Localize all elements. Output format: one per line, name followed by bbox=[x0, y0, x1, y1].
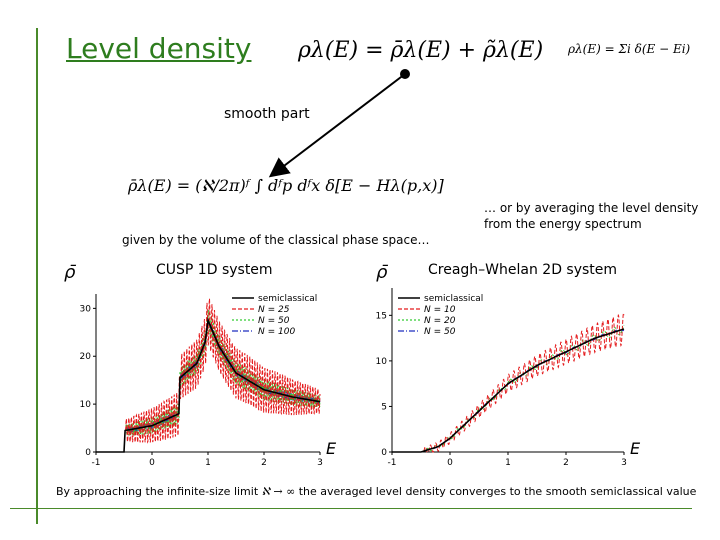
y-tick-label: 20 bbox=[80, 352, 92, 362]
series-line-2 bbox=[423, 324, 625, 452]
x-tick-label: -1 bbox=[92, 458, 101, 468]
chart-title: Creagh–Whelan 2D system bbox=[428, 262, 617, 278]
x-tick-label: 3 bbox=[317, 458, 323, 468]
y-tick-label: 0 bbox=[381, 448, 387, 458]
y-axis-label: ρ̄ bbox=[376, 262, 388, 283]
y-axis-label: ρ̄ bbox=[64, 262, 76, 283]
series-line-1 bbox=[125, 298, 321, 444]
x-axis-label: E bbox=[630, 439, 641, 458]
left-accent-rule bbox=[36, 28, 38, 524]
x-axis-label: E bbox=[326, 439, 337, 458]
smooth-density-equation: ρ̄λ(E) = (ℵ/2π)ᶠ ∫ dᶠp dᶠx δ[E − Hλ(p,x)… bbox=[128, 176, 444, 195]
y-tick-label: 0 bbox=[85, 448, 91, 458]
y-tick-label: 10 bbox=[80, 400, 92, 410]
x-tick-label: 1 bbox=[205, 458, 211, 468]
level-density-sum-equation: ρλ(E) = Σi δ(E − Ei) bbox=[568, 42, 691, 56]
x-tick-label: 2 bbox=[261, 458, 267, 468]
series-line-semiclassical bbox=[392, 328, 625, 453]
y-tick-label: 10 bbox=[376, 357, 388, 367]
level-density-equation: ρλ(E) = ρ̄λ(E) + ρ̃λ(E) bbox=[298, 38, 544, 63]
conclusion-math: ℵ → ∞ bbox=[261, 485, 296, 498]
conclusion-text: By approaching the infinite-size limit ℵ… bbox=[56, 485, 696, 498]
legend-label: N = 50 bbox=[424, 327, 456, 337]
phase-space-caption: given by the volume of the classical pha… bbox=[122, 233, 430, 247]
x-tick-label: 1 bbox=[505, 458, 511, 468]
legend-label: N = 20 bbox=[424, 316, 456, 326]
legend-label: N = 25 bbox=[258, 305, 290, 315]
x-tick-label: 2 bbox=[563, 458, 569, 468]
legend-label: semiclassical bbox=[258, 294, 317, 304]
x-tick-label: 0 bbox=[447, 458, 453, 468]
bottom-accent-rule bbox=[10, 508, 692, 509]
y-tick-label: 5 bbox=[381, 402, 387, 412]
legend-label: N = 10 bbox=[424, 305, 456, 315]
series-line-1 bbox=[423, 312, 625, 453]
smooth-part-label: smooth part bbox=[224, 106, 310, 122]
series-line-semiclassical bbox=[96, 317, 321, 453]
x-tick-label: 0 bbox=[149, 458, 155, 468]
legend-label: N = 100 bbox=[258, 327, 295, 337]
x-tick-label: 3 bbox=[621, 458, 627, 468]
chart-title: CUSP 1D system bbox=[156, 262, 273, 278]
conclusion-suffix: the averaged level density converges to … bbox=[298, 485, 697, 498]
y-tick-label: 15 bbox=[376, 311, 387, 321]
arrow-origin-dot bbox=[400, 69, 410, 79]
conclusion-prefix: By approaching the infinite-size limit bbox=[56, 485, 259, 498]
arrow-line bbox=[268, 73, 406, 178]
averaging-caption: … or by averaging the level density from… bbox=[484, 201, 699, 231]
series-line-3 bbox=[423, 329, 625, 452]
legend-label: semiclassical bbox=[424, 294, 483, 304]
x-tick-label: -1 bbox=[388, 458, 397, 468]
y-tick-label: 30 bbox=[80, 304, 92, 314]
slide-title: Level density bbox=[66, 32, 252, 65]
legend-label: N = 50 bbox=[258, 316, 290, 326]
